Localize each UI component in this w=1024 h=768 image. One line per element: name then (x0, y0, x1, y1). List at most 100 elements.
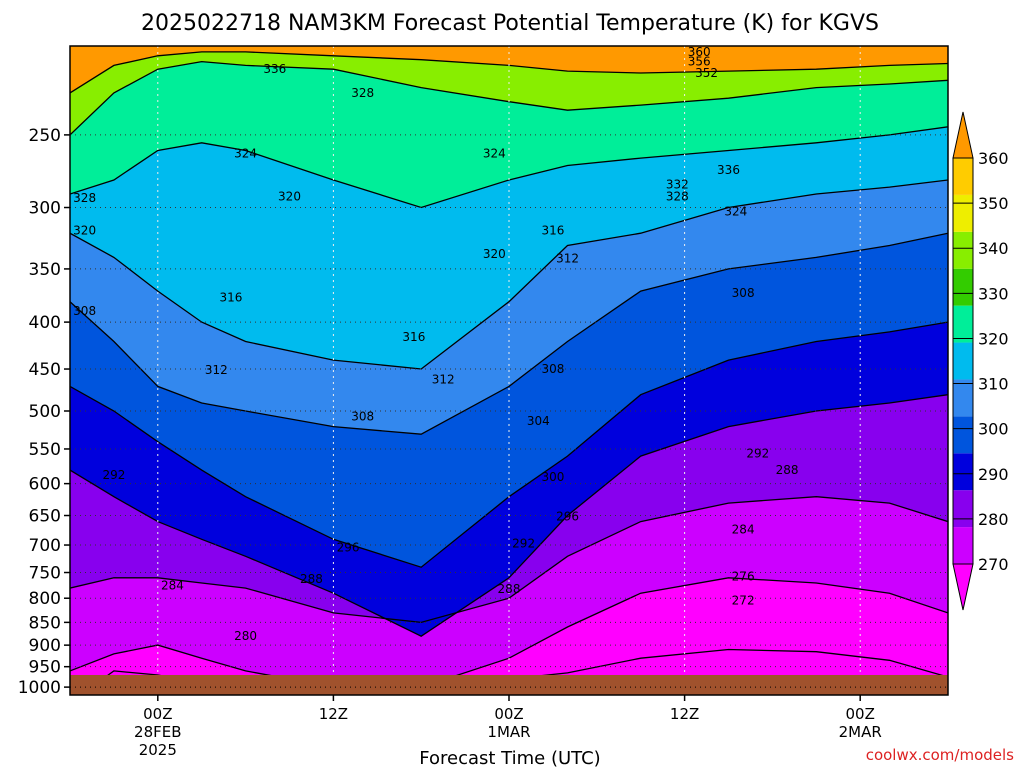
colorbar-segment (953, 194, 973, 232)
x-tick-label: 12Z (670, 705, 699, 723)
contour-line-288 (70, 496, 948, 624)
contour-label: 308 (541, 362, 564, 376)
contour-line-352 (70, 51, 948, 94)
colorbar-segment (953, 416, 973, 454)
contour-line-308 (70, 232, 948, 435)
contour-label: 276 (732, 570, 755, 584)
y-tick-label: 350 (29, 260, 61, 280)
contour-label: 328 (73, 191, 96, 205)
grid (70, 46, 948, 695)
y-tick-label: 700 (29, 536, 61, 556)
chart-title: 2025022718 NAM3KM Forecast Potential Tem… (141, 11, 879, 36)
contour-label: 316 (220, 290, 243, 304)
x-tick-label: 2MAR (839, 723, 882, 741)
contour-label: 320 (73, 224, 96, 238)
contour-label: 300 (541, 470, 564, 484)
contour-line-336 (70, 60, 948, 136)
contour-label: 312 (556, 252, 579, 266)
contour-label: 308 (351, 410, 374, 424)
x-tick-label: 00Z (494, 705, 523, 723)
contour-label: 316 (541, 224, 564, 238)
y-tick-label: 300 (29, 199, 61, 219)
contour-label: 320 (278, 190, 301, 204)
ground (70, 674, 948, 695)
colorbar-label: 350 (978, 194, 1009, 213)
colorbar-label: 270 (978, 555, 1009, 574)
contour-label: 308 (732, 286, 755, 300)
colorbar-segment (953, 158, 973, 195)
contour-label: 312 (205, 363, 228, 377)
fill-band-352 (70, 46, 948, 93)
y-tick-label: 850 (29, 613, 61, 633)
contour-label: 288 (498, 582, 521, 596)
contour-label: 360 (688, 45, 711, 59)
x-tick-label: 00Z (846, 705, 875, 723)
contour-label: 296 (556, 510, 579, 524)
y-tick-label: 400 (29, 313, 61, 333)
contour-line-280 (70, 577, 948, 688)
contour-label: 280 (234, 629, 257, 643)
contour-label: 328 (351, 86, 374, 100)
contour-label: 320 (483, 247, 506, 261)
colorbar-label: 330 (978, 284, 1009, 303)
y-tick-label: 450 (29, 360, 61, 380)
x-tick-label: 00Z (143, 705, 172, 723)
contour-label: 292 (512, 536, 535, 550)
colorbar-arrow-high (952, 111, 974, 159)
x-tick-label: 1MAR (487, 723, 530, 741)
contour-label: 292 (102, 468, 125, 482)
contour-label: 328 (666, 190, 689, 204)
y-tick-label: 800 (29, 589, 61, 609)
colorbar-segment (953, 268, 973, 306)
contour-line-316 (70, 179, 948, 370)
contour-label: 272 (732, 594, 755, 608)
contour-label: 336 (717, 163, 740, 177)
contour-line-300 (70, 321, 948, 568)
y-tick-label: 1000 (18, 678, 61, 698)
y-axis: 250 300 350 400 450 500 550 600 650 700 750 800 850 9… (18, 126, 70, 698)
contour-label: 316 (402, 330, 425, 344)
contour-label: 352 (695, 66, 718, 80)
contour-line-324 (70, 126, 948, 209)
contour-label: 284 (161, 579, 184, 593)
colorbar-label: 280 (978, 510, 1009, 529)
colorbar-label: 290 (978, 465, 1009, 484)
colorbar-label: 300 (978, 420, 1009, 439)
colorbar-label: 310 (978, 375, 1009, 394)
contour-label: 308 (73, 304, 96, 318)
y-tick-label: 500 (29, 402, 61, 422)
colorbar-segment (953, 231, 973, 269)
y-tick-label: 900 (29, 636, 61, 656)
x-tick-label: 28FEB (134, 723, 181, 741)
contour-label: 304 (527, 414, 550, 428)
credit-text: coolwx.com/models (866, 746, 1014, 764)
y-tick-label: 950 (29, 658, 61, 678)
contour-label: 324 (483, 147, 506, 161)
x-tick-label: 12Z (319, 705, 348, 723)
contour-label: 292 (746, 446, 769, 460)
colorbar: 270 280 290 300 310 320 330 340 350 360 (952, 111, 1009, 611)
x-tick-label: 2025 (139, 741, 177, 759)
contour-label: 288 (300, 572, 323, 586)
colorbar-segment (953, 305, 973, 343)
colorbar-label: 360 (978, 149, 1009, 168)
y-tick-label: 600 (29, 475, 61, 495)
y-tick-label: 750 (29, 564, 61, 584)
contour-label: 324 (724, 204, 747, 218)
colorbar-segment (953, 379, 973, 417)
contour-label: 288 (776, 463, 799, 477)
ground-fill (70, 674, 948, 695)
y-tick-label: 250 (29, 126, 61, 146)
contour-label: 296 (337, 540, 360, 554)
colorbar-segment (953, 342, 973, 380)
colorbar-segment (953, 490, 973, 528)
colorbar-label: 320 (978, 329, 1009, 348)
y-tick-label: 550 (29, 440, 61, 460)
colorbar-segment (953, 527, 973, 564)
theta-fills (70, 46, 948, 695)
contour-label: 356 (688, 55, 711, 69)
x-axis-label: Forecast Time (UTC) (419, 748, 600, 768)
